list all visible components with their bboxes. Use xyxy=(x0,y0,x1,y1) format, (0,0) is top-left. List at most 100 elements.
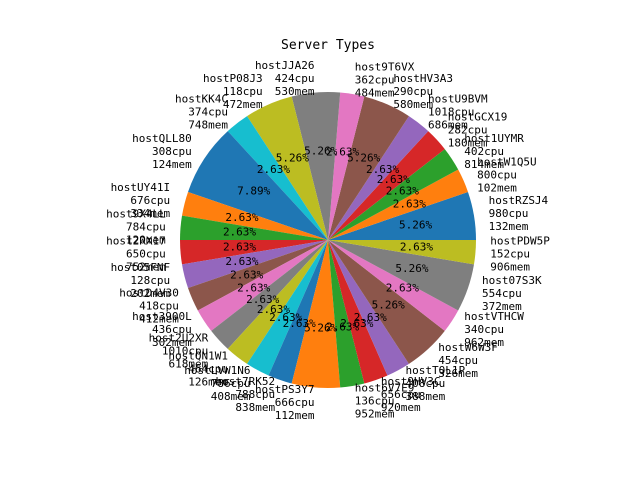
slice-label: hostJJA26 424cpu 530mem xyxy=(255,59,315,98)
slice-label-line: 136cpu xyxy=(355,395,395,408)
slice-label: hostVTHCW 340cpu 962mem xyxy=(464,310,524,349)
slice-label-line: hostP08J3 xyxy=(203,72,263,85)
slice-percent-label: 2.63% xyxy=(400,240,433,253)
slice-label-line: 388mem xyxy=(405,390,445,403)
slice-percent-label: 2.63% xyxy=(340,317,373,330)
slice-label-line: 752mem xyxy=(126,260,166,273)
pie-slice xyxy=(211,240,328,349)
slice-label-line: 340cpu xyxy=(464,323,504,336)
slice-label-line: 418cpu xyxy=(139,299,179,312)
slice-percent-label: 2.63% xyxy=(225,255,258,268)
slice-label: host3900L 436cpu 302mem xyxy=(132,310,192,349)
slice-label: host9HV3C 656cpu 920mem xyxy=(381,375,441,414)
pie-slice xyxy=(247,240,328,376)
slice-label: hostPS3Y7 666cpu 112mem xyxy=(255,383,315,422)
pie-slice xyxy=(328,240,409,376)
slice-percent-label: 2.63% xyxy=(225,211,258,224)
slice-label-line: 656cpu xyxy=(381,388,421,401)
slice-label-line: 372mem xyxy=(482,300,522,313)
slice-label-line: host9X4LL xyxy=(106,208,166,221)
slice-label-line: hostHV3A3 xyxy=(393,72,453,85)
pie-slice xyxy=(268,240,328,384)
pie-slice xyxy=(328,169,468,240)
slice-label: host6V7E9 136cpu 952mem xyxy=(355,382,415,421)
slice-label-line: host2U2XR xyxy=(149,331,209,344)
slice-label: host2RX17 650cpu 752mem xyxy=(106,234,166,273)
slice-label-line: hostW1Q5U xyxy=(477,156,537,169)
slice-label-line: hostTQL1P xyxy=(405,364,465,377)
slice-percent-label: 2.63% xyxy=(223,226,256,239)
slice-label-line: 618mem xyxy=(168,357,208,370)
slice-label-line: 126mem xyxy=(188,375,228,388)
slice-label: hostHV3A3 290cpu 580mem xyxy=(393,72,453,111)
slice-label-line: 472mem xyxy=(223,98,263,111)
slice-label: hostP08J3 118cpu 472mem xyxy=(203,72,263,111)
slice-label: hostD4V30 418cpu 412mem xyxy=(119,286,179,325)
slice-label-line: 554cpu xyxy=(482,287,522,300)
slice-label-line: hostVTHCW xyxy=(464,310,524,323)
slice-percent-label: 2.63% xyxy=(377,173,410,186)
slice-label-line: 814mem xyxy=(464,158,504,171)
slice-label-line: hostPDW5P xyxy=(490,234,550,247)
slice-label-line: 686mem xyxy=(428,119,468,132)
pie-slice xyxy=(227,240,328,364)
pie-slice xyxy=(180,240,328,265)
slice-label-line: 424cpu xyxy=(275,72,315,85)
slice-label: hostQLL80 308cpu 124mem xyxy=(132,132,192,171)
pie-slice xyxy=(328,131,445,240)
slice-label-line: 906mem xyxy=(490,260,530,273)
slice-label-line: 748mem xyxy=(188,119,228,132)
slice-label-line: hostRZSJ4 xyxy=(489,194,549,207)
pie-slice xyxy=(328,240,459,331)
slice-label: host7RK52 788cpu 838mem xyxy=(216,375,276,414)
slice-label-line: hostW6W3F xyxy=(438,341,498,354)
pie-slice xyxy=(328,92,365,240)
slice-label-line: hostUY41I xyxy=(111,181,171,194)
slice-label-line: hostLVW1N6 xyxy=(184,364,250,377)
slice-percent-label: 2.63% xyxy=(257,303,290,316)
chart-title: Server Types xyxy=(281,38,375,53)
pie-slice xyxy=(197,240,328,331)
slice-label-line: 408cpu xyxy=(405,377,445,390)
slice-label-line: 290cpu xyxy=(393,85,433,98)
slice-percent-label: 2.63% xyxy=(237,282,270,295)
pie-slice xyxy=(227,116,328,240)
slice-label-line: 786cpu xyxy=(211,377,251,390)
slice-percent-label: 2.63% xyxy=(386,282,419,295)
slice-label-line: 374cpu xyxy=(188,106,228,119)
slice-label-line: 118cpu xyxy=(223,85,263,98)
pie-slice xyxy=(328,240,445,364)
slice-label-line: 784cpu xyxy=(126,221,166,234)
slice-percent-label: 2.63% xyxy=(269,311,302,324)
slice-label: hostPDW5P 152cpu 906mem xyxy=(490,234,550,273)
slice-percent-label: 5.26% xyxy=(399,218,432,231)
pie-slice xyxy=(328,191,476,240)
slice-label-line: host9HV3C xyxy=(381,375,441,388)
slice-label: hostRZSJ4 980cpu 132mem xyxy=(489,194,549,233)
pie-slice xyxy=(291,240,341,389)
pie-slice xyxy=(180,215,328,240)
slice-label-line: 838mem xyxy=(235,401,275,414)
slice-label-line: 326mem xyxy=(438,367,478,380)
slice-label-line: 1010cpu xyxy=(162,344,208,357)
slice-label-line: 484mem xyxy=(355,86,395,99)
slice-percent-label: 2.63% xyxy=(386,184,419,197)
slice-label-line: hostGCX19 xyxy=(448,111,508,124)
slice-label-line: 402cpu xyxy=(464,145,504,158)
slice-label-line: 788cpu xyxy=(235,388,275,401)
slice-label-line: 362cpu xyxy=(355,73,395,86)
pie-slice xyxy=(182,191,328,240)
slice-label-line: 962mem xyxy=(464,336,504,349)
slice-label-line: 412mem xyxy=(139,312,179,325)
slice-label-line: hostQN1W1 xyxy=(168,349,228,362)
slice-label-line: 152cpu xyxy=(490,247,530,260)
slice-label-line: 132mem xyxy=(489,220,529,233)
slice-label: host9T6VX 362cpu 484mem xyxy=(355,60,415,99)
slice-percent-label: 5.26% xyxy=(347,152,380,165)
slice-label-line: 650cpu xyxy=(126,247,166,260)
slice-label-line: 180mem xyxy=(448,137,488,150)
slice-label-line: 124mem xyxy=(152,158,192,171)
